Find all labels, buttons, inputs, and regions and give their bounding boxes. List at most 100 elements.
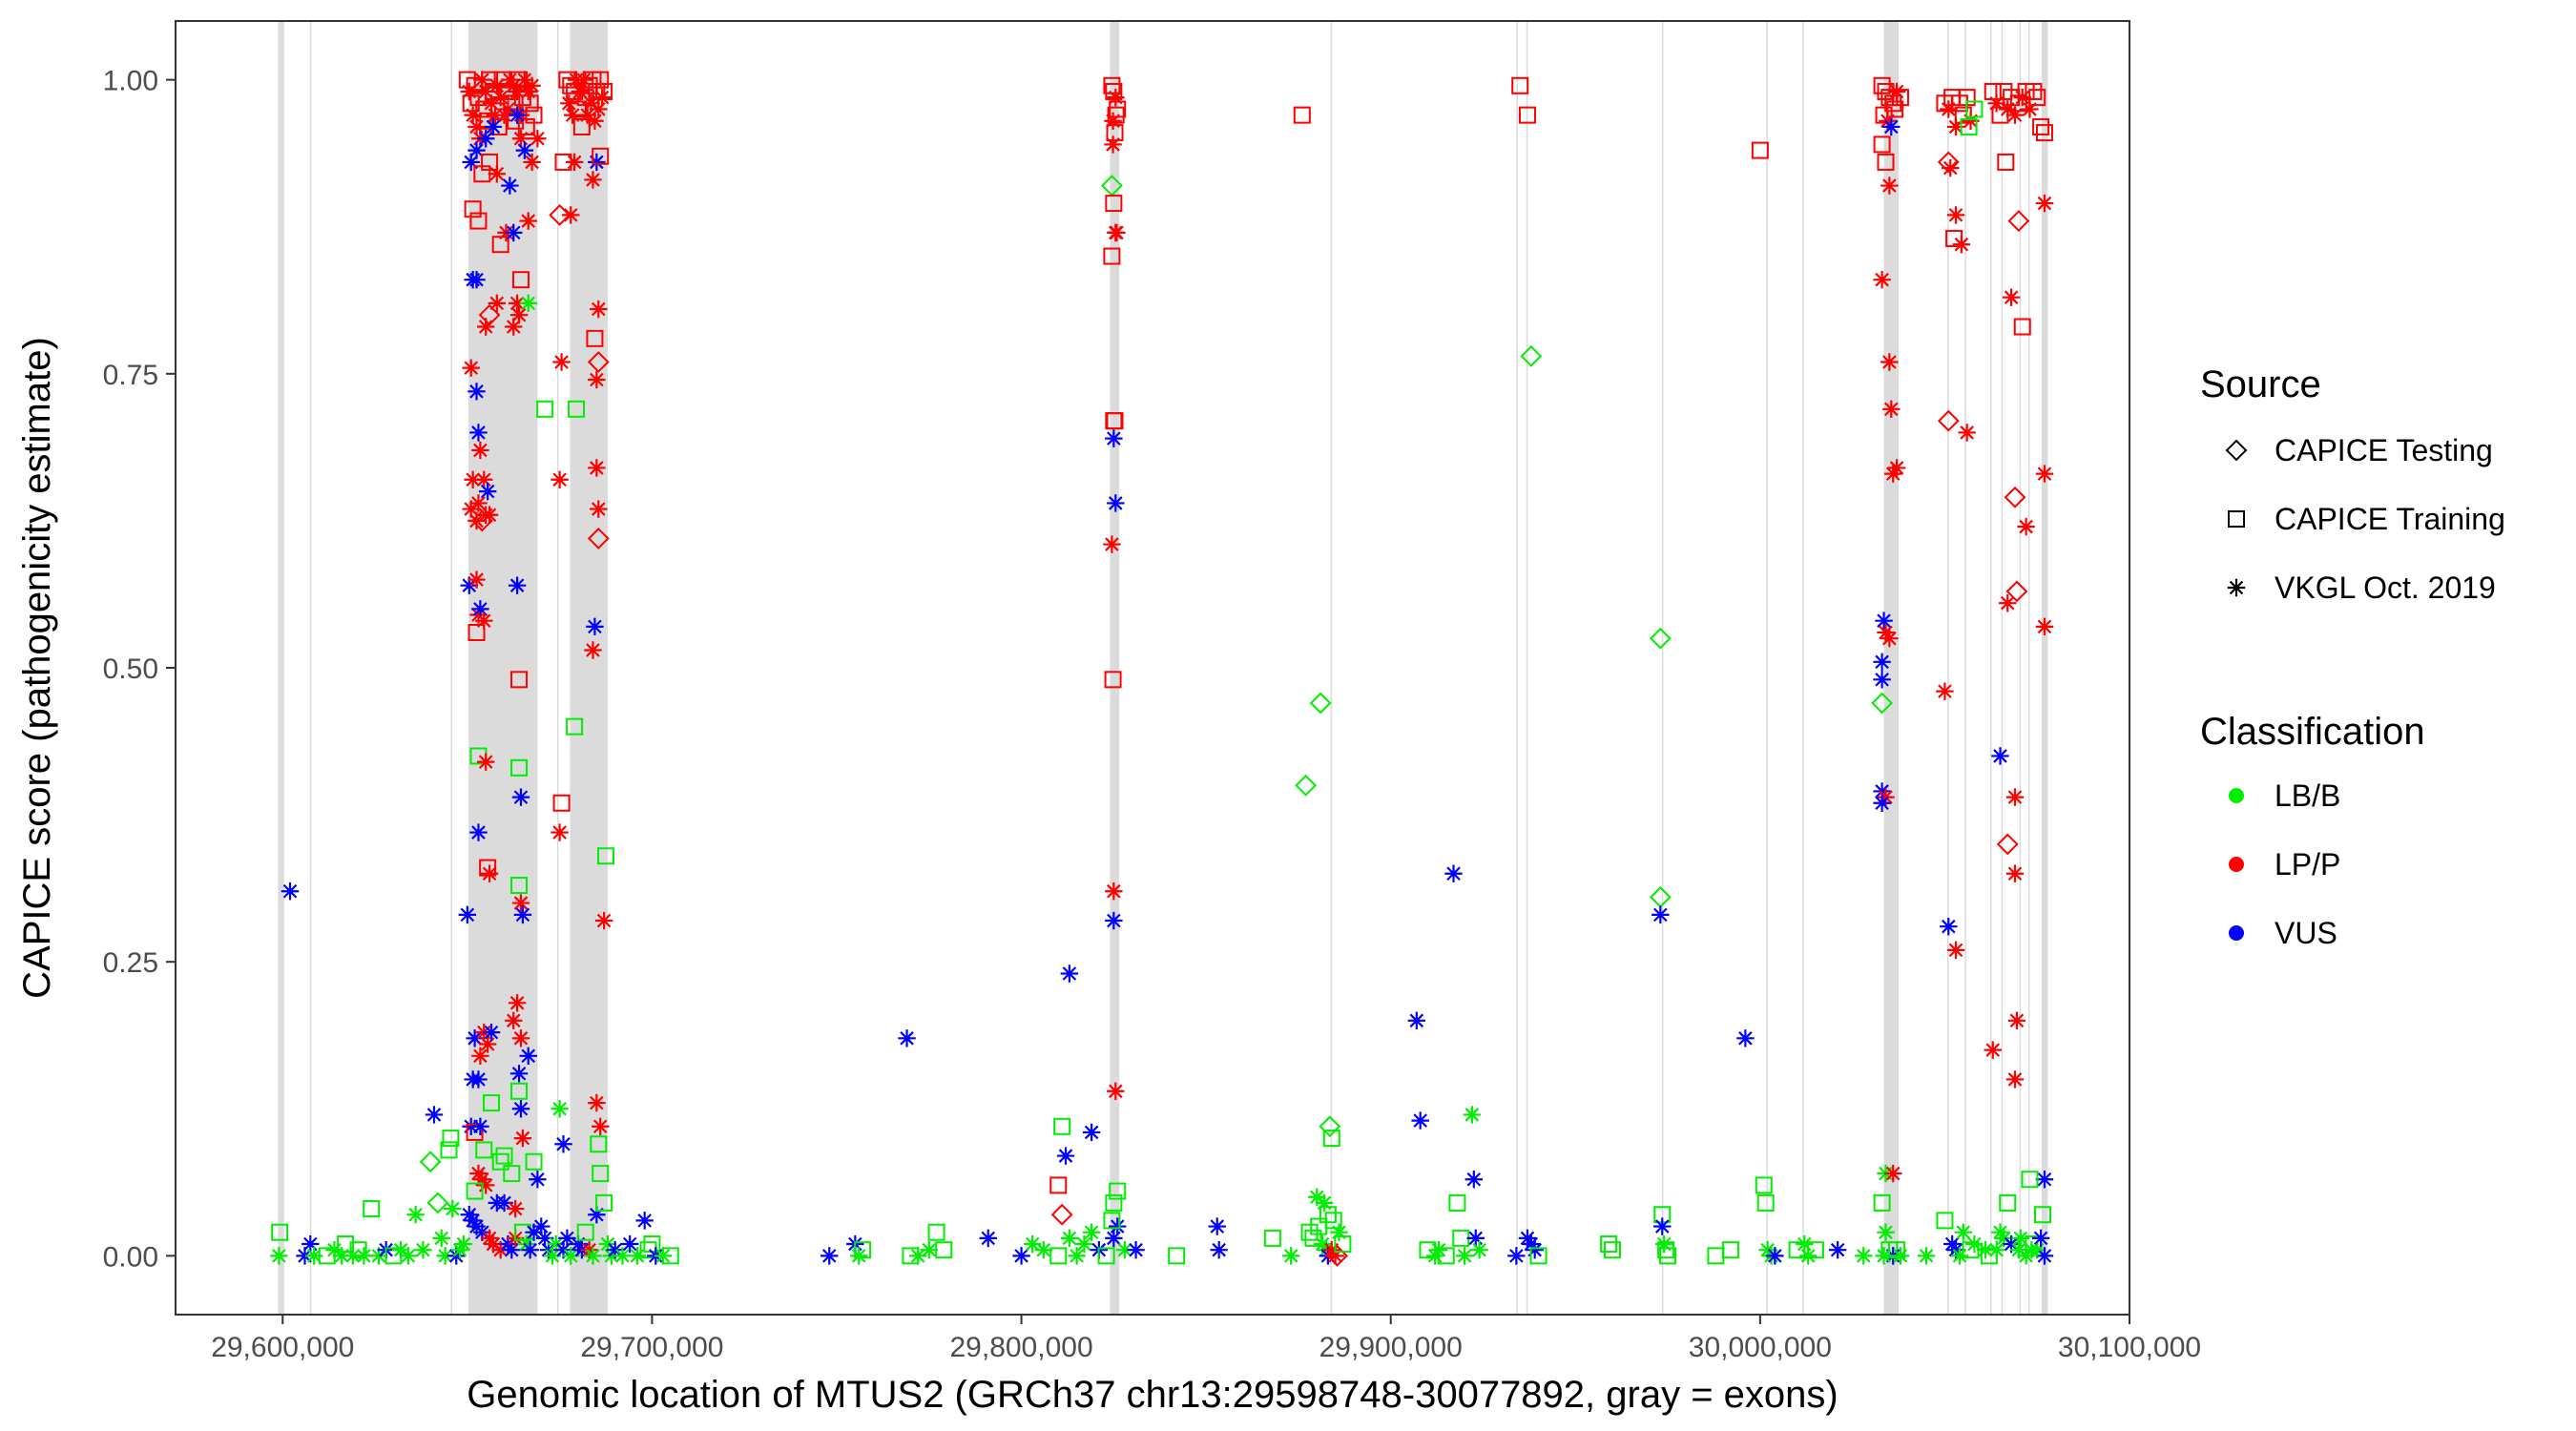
x-tick-label: 30,100,000	[2058, 1332, 2201, 1363]
y-tick-label: 0.50	[103, 653, 158, 685]
data-point	[1652, 905, 1670, 924]
data-point	[549, 203, 571, 226]
data-point	[1600, 1235, 1618, 1254]
data-point	[1999, 1193, 2017, 1212]
data-point	[1281, 1247, 1300, 1265]
data-point	[501, 176, 519, 195]
legend-source-key	[2228, 510, 2245, 528]
data-point	[460, 1206, 478, 1224]
data-point	[661, 1247, 679, 1265]
data-point	[419, 1151, 442, 1173]
data-point	[582, 94, 600, 113]
data-point	[2005, 106, 2025, 124]
data-point	[2004, 486, 2026, 508]
data-point	[1293, 106, 1311, 124]
data-point	[602, 1247, 621, 1265]
data-point	[510, 758, 529, 777]
data-point	[469, 424, 488, 442]
data-point	[1873, 271, 1891, 289]
data-point	[369, 1247, 388, 1265]
data-point	[1466, 1229, 1485, 1248]
data-point	[508, 994, 527, 1012]
data-point	[1653, 1217, 1672, 1235]
data-point	[1107, 88, 1125, 107]
data-point	[898, 1029, 916, 1047]
data-point	[1937, 151, 1960, 174]
exon-band	[468, 21, 538, 1315]
data-point	[588, 459, 606, 477]
data-point	[574, 71, 592, 89]
data-point	[535, 1229, 554, 1248]
data-point	[478, 1035, 497, 1053]
data-point	[1322, 1241, 1340, 1259]
data-point	[1082, 1223, 1101, 1241]
data-point	[466, 1182, 484, 1200]
data-point	[447, 1247, 466, 1265]
data-point	[927, 1223, 945, 1241]
data-point	[1105, 1193, 1123, 1212]
data-point	[2005, 580, 2028, 603]
data-point	[2025, 82, 2043, 100]
data-point	[1104, 671, 1122, 689]
exon-band	[1661, 21, 1664, 1315]
data-point	[2028, 89, 2046, 107]
data-point	[1511, 76, 1529, 94]
data-point	[1106, 124, 1124, 142]
data-point	[1875, 106, 1893, 124]
data-point	[532, 1217, 551, 1235]
exon-band	[450, 21, 452, 1315]
data-point	[1168, 1247, 1186, 1265]
data-point	[469, 1070, 488, 1089]
legend-source-label: CAPICE Testing	[2275, 433, 2493, 467]
x-tick-label: 29,800,000	[949, 1332, 1092, 1363]
data-point	[1105, 1229, 1123, 1248]
data-point	[1952, 236, 1971, 254]
data-point	[529, 1171, 547, 1189]
data-point	[1806, 1241, 1824, 1259]
data-point	[1946, 1241, 1965, 1259]
data-point	[588, 1093, 606, 1112]
data-point	[1053, 1117, 1071, 1135]
data-point	[426, 1192, 449, 1214]
data-point	[1097, 1247, 1115, 1265]
data-point	[2035, 617, 2054, 636]
data-point	[1520, 344, 1543, 367]
data-point	[935, 1241, 953, 1259]
data-point	[1997, 153, 2015, 171]
data-point	[467, 271, 486, 289]
data-point	[568, 400, 586, 418]
data-point	[1873, 1193, 1891, 1212]
data-point	[513, 1129, 532, 1148]
data-point	[597, 847, 615, 865]
data-point	[515, 141, 534, 159]
data-point	[1012, 1247, 1030, 1265]
data-point	[519, 1047, 537, 1065]
data-point	[1109, 1217, 1127, 1235]
data-point	[1766, 1247, 1784, 1265]
data-point	[1455, 1247, 1474, 1265]
data-point	[1873, 782, 1891, 800]
data-point	[480, 506, 499, 524]
data-point	[477, 130, 495, 148]
data-point	[1526, 1241, 1544, 1259]
data-point	[458, 905, 477, 924]
data-point	[1936, 1212, 1954, 1230]
data-point	[444, 1199, 462, 1218]
y-tick-label: 0.00	[103, 1241, 158, 1273]
data-point	[558, 1229, 576, 1248]
legend-classification: Classification LB/B LP/P VUS	[2200, 711, 2425, 950]
data-point	[595, 1193, 613, 1212]
data-point	[271, 1223, 289, 1241]
data-point	[462, 153, 480, 172]
data-point	[469, 212, 488, 230]
data-point	[588, 370, 606, 389]
data-point	[536, 400, 554, 418]
data-point	[1106, 412, 1124, 430]
data-point	[471, 1117, 489, 1135]
data-point	[2035, 1171, 2054, 1189]
x-tick-label: 29,700,000	[580, 1332, 723, 1363]
data-point	[301, 1234, 320, 1254]
data-point	[337, 1235, 355, 1254]
